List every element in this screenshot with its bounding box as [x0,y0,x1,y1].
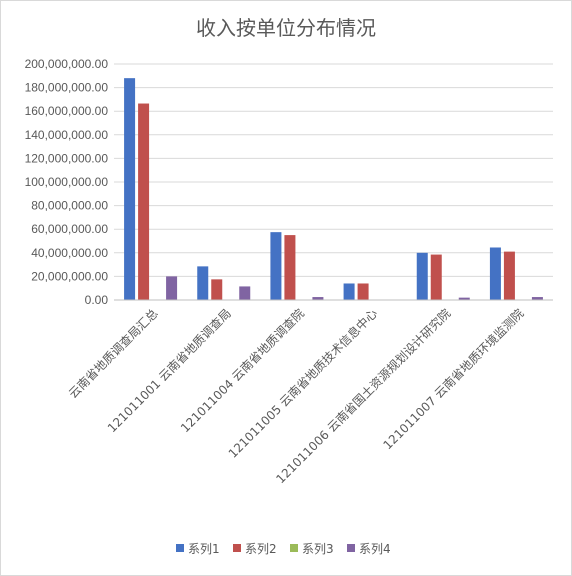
legend: 系列1 系列2 系列3 系列4 [176,542,391,556]
y-tick-label: 60,000,000.00 [31,222,108,236]
grid-lines [114,63,553,301]
x-tick-label: 121011007 云南省地质环境监测院 [380,306,527,453]
y-tick-label: 120,000,000.00 [25,151,109,165]
legend-label: 系列3 [302,542,334,556]
y-tick-label: 80,000,000.00 [31,199,108,213]
bar [531,297,543,300]
bar [138,103,150,300]
y-tick-label: 20,000,000.00 [31,269,108,283]
bar [458,297,470,300]
y-tick-label: 0.00 [85,293,109,307]
bar [343,283,355,300]
legend-swatch [233,544,241,552]
bar [284,235,296,300]
x-tick-label: 121011004 云南省地质调查院 [177,306,307,436]
y-tick-label: 180,000,000.00 [25,81,109,95]
bar [503,251,515,300]
bar [124,78,136,300]
bar [312,297,324,300]
bar [489,247,501,300]
legend-swatch [347,544,355,552]
y-axis-ticks: 0.00 20,000,000.00 40,000,000.00 60,000,000… [25,57,109,307]
bar [211,279,223,300]
x-tick-label: 121011005 云南省地质技术信息中心 [225,306,380,461]
y-tick-label: 200,000,000.00 [25,57,109,71]
bar [239,286,251,300]
bars [124,78,543,300]
bar [197,266,209,300]
x-tick-label: 121011001 云南省地质调查局 [104,306,234,436]
legend-swatch [176,544,184,552]
chart-title: 收入按单位分布情况 [196,16,376,40]
y-tick-label: 160,000,000.00 [25,104,109,118]
bar [166,276,178,300]
legend-label: 系列4 [359,542,391,556]
y-tick-label: 100,000,000.00 [25,175,109,189]
legend-swatch [290,544,298,552]
legend-label: 系列2 [245,542,277,556]
y-tick-label: 140,000,000.00 [25,128,109,142]
legend-label: 系列1 [188,542,220,556]
y-tick-label: 40,000,000.00 [31,246,108,260]
bar [270,232,282,300]
bar [430,254,442,300]
bar [416,252,428,300]
bar [357,283,369,300]
